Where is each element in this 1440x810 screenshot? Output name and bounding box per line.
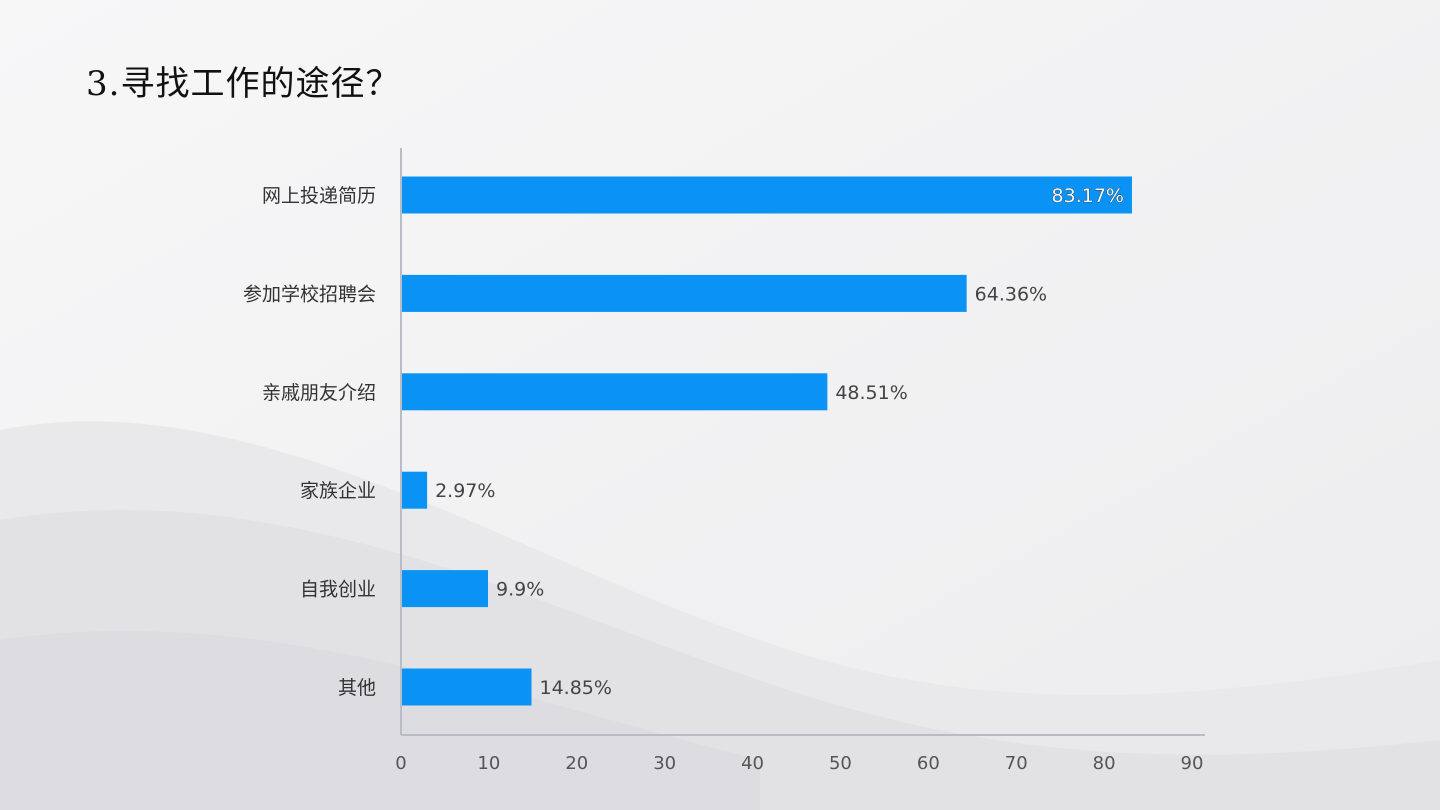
x-tick-label: 30 (653, 753, 676, 774)
category-label: 其他 (338, 677, 376, 699)
bar (402, 373, 828, 411)
x-tick-label: 10 (477, 753, 500, 774)
data-label: 14.85% (540, 677, 612, 699)
bar (402, 274, 967, 312)
data-label: 48.51% (835, 382, 907, 404)
bars (402, 176, 1132, 706)
x-tick-label: 20 (565, 753, 588, 774)
x-tick-label: 50 (829, 753, 852, 774)
bar (402, 471, 428, 509)
data-label: 64.36% (975, 283, 1047, 305)
category-label: 参加学校招聘会 (243, 283, 376, 305)
value-labels: 83.17% 64.36% 48.51% 2.97% 9.9% 14.85% (435, 185, 1124, 699)
data-label: 9.9% (496, 579, 544, 601)
x-tick-label: 0 (395, 753, 406, 774)
x-tick-label: 80 (1093, 753, 1116, 774)
x-tick-label: 70 (1005, 753, 1028, 774)
x-tick-label: 90 (1181, 753, 1204, 774)
category-label: 家族企业 (300, 480, 376, 502)
x-tick-label: 60 (917, 753, 940, 774)
category-label: 网上投递简历 (262, 185, 376, 207)
data-label: 2.97% (435, 480, 495, 502)
data-label: 83.17% (1052, 185, 1124, 207)
x-tick-labels: 0 10 20 30 40 50 60 70 80 90 (395, 753, 1203, 774)
bar (402, 570, 489, 608)
slide-title: 3.寻找工作的途径？ (86, 64, 401, 104)
bar (402, 668, 532, 706)
x-tick-label: 40 (741, 753, 764, 774)
category-label: 自我创业 (300, 579, 376, 601)
category-label: 亲戚朋友介绍 (262, 382, 376, 404)
bar (402, 176, 1132, 214)
